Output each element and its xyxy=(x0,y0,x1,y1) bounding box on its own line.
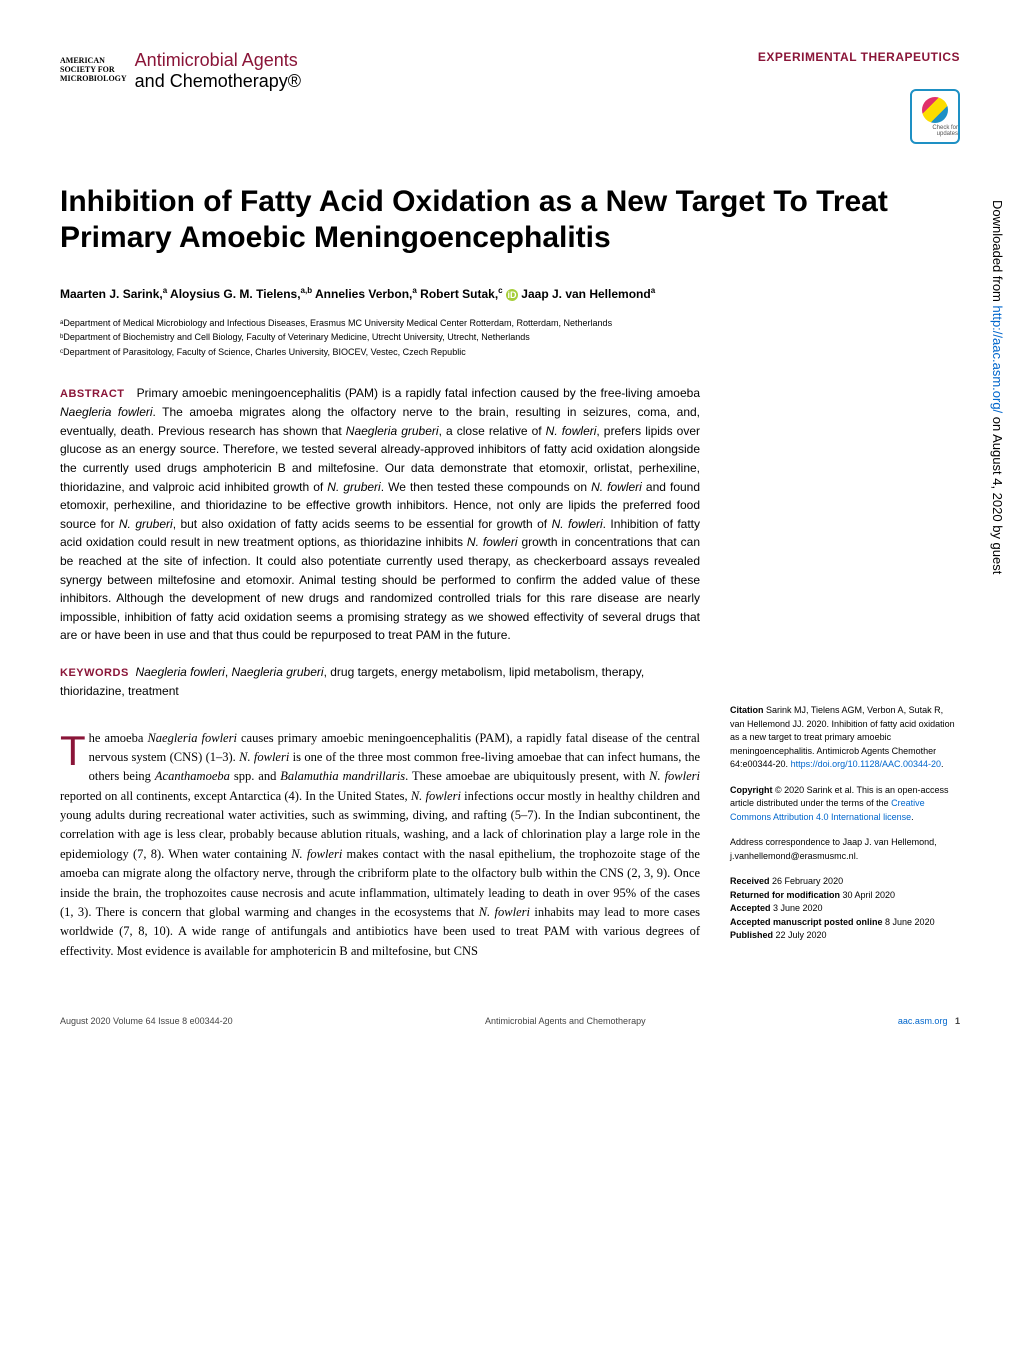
crossmark-icon xyxy=(922,97,948,123)
section-label: EXPERIMENTAL THERAPEUTICS xyxy=(758,50,960,64)
citation-block: Citation Sarink MJ, Tielens AGM, Verbon … xyxy=(730,704,960,772)
posted-label: Accepted manuscript posted online xyxy=(730,917,883,927)
orcid-icon[interactable]: iD xyxy=(506,289,518,301)
left-column: ABSTRACT Primary amoebic meningoencephal… xyxy=(60,384,700,961)
received-label: Received xyxy=(730,876,770,886)
main-content: ABSTRACT Primary amoebic meningoencephal… xyxy=(60,384,960,961)
dates-block: Received 26 February 2020 Returned for m… xyxy=(730,875,960,943)
crossmark-text: Check for updates xyxy=(912,125,958,137)
affiliation-c: ᶜDepartment of Parasitology, Faculty of … xyxy=(60,345,960,359)
footer-page: 1 xyxy=(955,1016,960,1026)
affiliation-b: ᵇDepartment of Biochemistry and Cell Bio… xyxy=(60,330,960,344)
correspondence-block: Address correspondence to Jaap J. van He… xyxy=(730,836,960,863)
page-container: AMERICAN SOCIETY FOR MICROBIOLOGY Antimi… xyxy=(0,0,1020,1001)
keywords-block: KEYWORDS Naegleria fowleri, Naegleria gr… xyxy=(60,663,700,701)
crossmark-badge[interactable]: Check for updates xyxy=(910,89,960,144)
doi-link[interactable]: https://doi.org/10.1128/AAC.00344-20 xyxy=(791,759,941,769)
asm-logo: AMERICAN SOCIETY FOR MICROBIOLOGY xyxy=(60,57,127,83)
affiliation-a: ᵃDepartment of Medical Microbiology and … xyxy=(60,316,960,330)
posted-date: 8 June 2020 xyxy=(883,917,935,927)
abstract-block: ABSTRACT Primary amoebic meningoencephal… xyxy=(60,384,700,645)
header-row: AMERICAN SOCIETY FOR MICROBIOLOGY Antimi… xyxy=(60,50,960,144)
accepted-date: 3 June 2020 xyxy=(771,903,823,913)
footer-left: August 2020 Volume 64 Issue 8 e00344-20 xyxy=(60,1016,233,1026)
accepted-label: Accepted xyxy=(730,903,771,913)
copyright-label: Copyright xyxy=(730,785,773,795)
abstract-label: ABSTRACT xyxy=(60,388,125,400)
abstract-text: Primary amoebic meningoencephalitis (PAM… xyxy=(60,386,700,642)
authors-line: Maarten J. Sarink,a Aloysius G. M. Tiele… xyxy=(60,286,960,301)
page-footer: August 2020 Volume 64 Issue 8 e00344-20 … xyxy=(0,1001,1020,1041)
received-date: 26 February 2020 xyxy=(770,876,844,886)
header-right: EXPERIMENTAL THERAPEUTICS Check for upda… xyxy=(758,50,960,144)
citation-label: Citation xyxy=(730,705,764,715)
journal-line2: and Chemotherapy® xyxy=(135,71,301,92)
article-title: Inhibition of Fatty Acid Oxidation as a … xyxy=(60,184,960,256)
returned-label: Returned for modification xyxy=(730,890,840,900)
footer-center: Antimicrobial Agents and Chemotherapy xyxy=(485,1016,646,1026)
asm-line3: MICROBIOLOGY xyxy=(60,75,127,84)
body-paragraph: The amoeba Naegleria fowleri causes prim… xyxy=(60,729,700,962)
journal-branding: AMERICAN SOCIETY FOR MICROBIOLOGY Antimi… xyxy=(60,50,301,91)
published-label: Published xyxy=(730,930,773,940)
copyright-block: Copyright © 2020 Sarink et al. This is a… xyxy=(730,784,960,825)
footer-link[interactable]: aac.asm.org xyxy=(898,1016,948,1026)
keywords-label: KEYWORDS xyxy=(60,667,129,679)
affiliations: ᵃDepartment of Medical Microbiology and … xyxy=(60,316,960,359)
footer-right: aac.asm.org 1 xyxy=(898,1016,960,1026)
dropcap: T xyxy=(60,729,89,769)
journal-title: Antimicrobial Agents and Chemotherapy® xyxy=(135,50,301,91)
journal-line1: Antimicrobial Agents xyxy=(135,50,301,71)
published-date: 22 July 2020 xyxy=(773,930,827,940)
returned-date: 30 April 2020 xyxy=(840,890,895,900)
right-column: Citation Sarink MJ, Tielens AGM, Verbon … xyxy=(730,384,960,961)
